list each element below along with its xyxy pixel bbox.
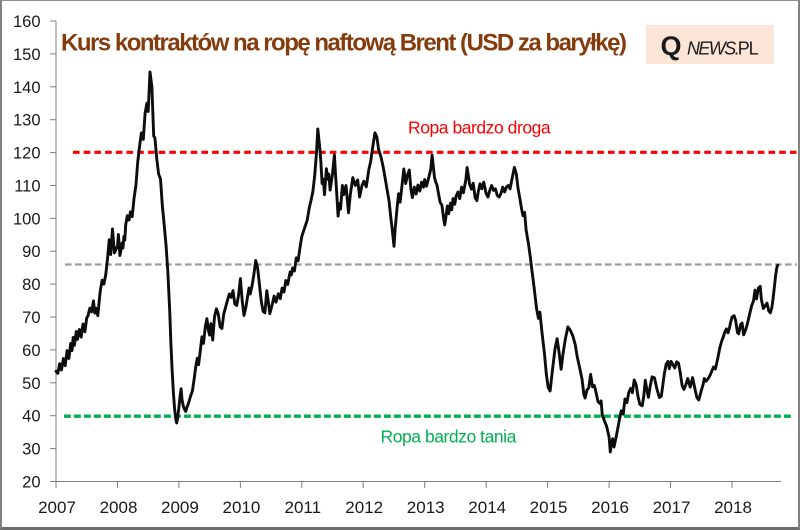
svg-text:120: 120 bbox=[13, 145, 41, 163]
svg-text:2008: 2008 bbox=[100, 498, 138, 517]
svg-text:2011: 2011 bbox=[285, 498, 322, 517]
svg-text:70: 70 bbox=[22, 309, 40, 327]
svg-text:NEWS: NEWS bbox=[687, 39, 736, 59]
svg-text:90: 90 bbox=[22, 243, 40, 261]
svg-text:140: 140 bbox=[13, 79, 41, 97]
svg-text:130: 130 bbox=[13, 112, 41, 130]
svg-text:Q: Q bbox=[661, 31, 682, 61]
svg-text:2014: 2014 bbox=[468, 498, 506, 517]
svg-text:20: 20 bbox=[22, 474, 40, 492]
svg-text:2012: 2012 bbox=[345, 498, 383, 517]
svg-text:2010: 2010 bbox=[222, 498, 260, 517]
svg-text:2016: 2016 bbox=[591, 498, 629, 517]
svg-text:30: 30 bbox=[22, 441, 40, 459]
svg-text:.PL: .PL bbox=[734, 39, 759, 59]
svg-text:110: 110 bbox=[14, 178, 40, 196]
svg-text:2009: 2009 bbox=[161, 498, 199, 517]
svg-text:40: 40 bbox=[22, 408, 40, 426]
svg-text:2017: 2017 bbox=[653, 498, 691, 517]
svg-text:80: 80 bbox=[22, 276, 40, 294]
svg-text:160: 160 bbox=[13, 13, 41, 31]
svg-text:2007: 2007 bbox=[38, 498, 76, 517]
svg-text:50: 50 bbox=[22, 375, 40, 393]
svg-text:Ropa bardzo tania: Ropa bardzo tania bbox=[381, 427, 517, 447]
svg-text:2013: 2013 bbox=[407, 498, 445, 517]
svg-text:2015: 2015 bbox=[530, 498, 568, 517]
svg-text:2018: 2018 bbox=[714, 498, 752, 517]
svg-text:60: 60 bbox=[22, 342, 40, 360]
svg-text:Ropa bardzo droga: Ropa bardzo droga bbox=[408, 118, 551, 138]
svg-text:100: 100 bbox=[13, 210, 41, 228]
svg-text:150: 150 bbox=[13, 46, 41, 64]
svg-text:Kurs kontraktów na ropę naftow: Kurs kontraktów na ropę naftową Brent (U… bbox=[61, 30, 626, 57]
